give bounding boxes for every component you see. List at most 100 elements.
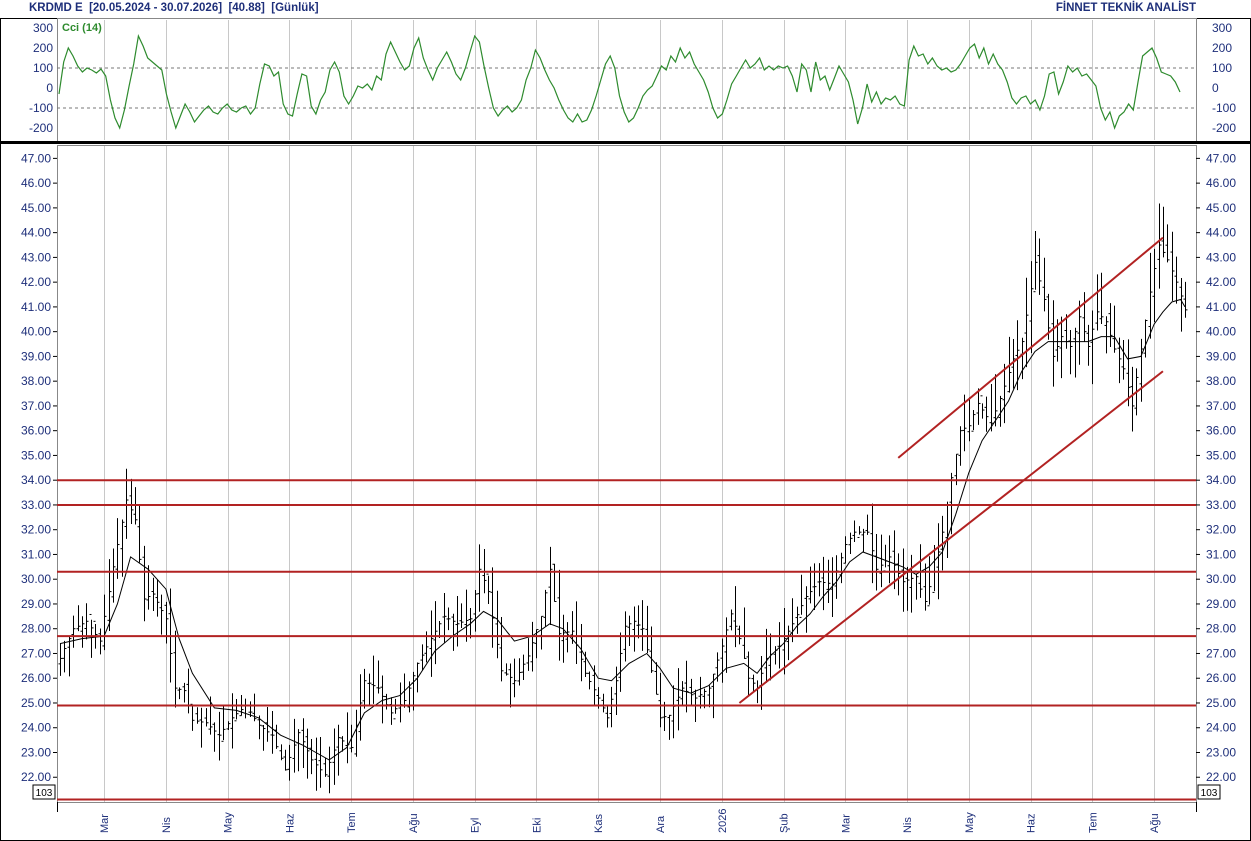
ohlc-bar — [914, 570, 919, 600]
ohlc-bar — [389, 697, 394, 725]
ohlc-bar — [234, 699, 239, 722]
ohlc-bar — [627, 615, 632, 646]
ohlc-bar — [226, 721, 231, 731]
ohlc-bar — [998, 395, 1003, 427]
price-tick-label-left: 25.00 — [21, 696, 51, 710]
ohlc-bar — [283, 749, 288, 771]
cci-tick-label-right: 300 — [1212, 21, 1232, 35]
price-tick-label-right: 26.00 — [1206, 671, 1236, 685]
ohlc-bar — [865, 514, 870, 535]
price-tick-label-right: 34.00 — [1206, 473, 1236, 487]
ohlc-bar — [782, 607, 787, 675]
price-tick-label-left: 37.00 — [21, 399, 51, 413]
price-tick-label-right: 43.00 — [1206, 250, 1236, 264]
trend-channel-lines — [738, 236, 1164, 704]
multiplier-text: 103 — [1201, 788, 1218, 799]
ohlc-bar — [504, 663, 509, 676]
price-tick-label-left: 28.00 — [21, 622, 51, 636]
ohlc-bar — [548, 546, 553, 625]
ohlc-bar — [530, 621, 535, 672]
ohlc-bar — [667, 714, 672, 740]
header-date-range: [20.05.2024 - 30.07.2026] — [89, 2, 223, 14]
ohlc-bar — [614, 666, 619, 716]
ohlc-bar — [486, 573, 491, 605]
ohlc-bar — [707, 685, 712, 708]
ohlc-bar — [93, 620, 98, 649]
ohlc-bar — [159, 594, 164, 635]
price-tick-label-left: 43.00 — [21, 250, 51, 264]
ohlc-bar — [292, 718, 297, 773]
price-tick-label-right: 37.00 — [1206, 399, 1236, 413]
x-axis-month-label: Ara — [655, 815, 667, 833]
ohlc-bar — [839, 552, 844, 584]
ohlc-bar — [195, 707, 200, 724]
price-tick-label-left: 41.00 — [21, 300, 51, 314]
price-tick-label-right: 42.00 — [1206, 275, 1236, 289]
ohlc-bar — [367, 673, 372, 706]
ohlc-bar — [552, 563, 557, 602]
cci-tick-label-left: 300 — [33, 21, 53, 35]
ohlc-bar — [821, 556, 826, 611]
multiplier-label-left: 103 — [32, 784, 56, 800]
header-symbol: KRDMD E — [29, 2, 83, 14]
price-tick-label-right: 25.00 — [1206, 696, 1236, 710]
ohlc-bar — [314, 737, 319, 791]
cci-tick-label-right: -100 — [1212, 101, 1236, 115]
multiplier-label-right: 103 — [1197, 784, 1221, 800]
ohlc-bar — [879, 534, 884, 588]
ohlc-bar — [574, 601, 579, 664]
ohlc-bar — [543, 589, 548, 627]
ohlc-bar — [429, 610, 434, 677]
ohlc-bar — [173, 630, 178, 708]
ohlc-bar — [1165, 224, 1170, 263]
support-resistance-levels — [57, 479, 1196, 801]
price-plot-border — [57, 145, 1197, 803]
price-tick-label-right: 41.00 — [1206, 300, 1236, 314]
ohlc-bar — [508, 663, 513, 708]
ohlc-bar — [190, 703, 195, 731]
ohlc-bar — [1143, 319, 1148, 358]
x-axis-month-label: Nis — [161, 817, 173, 833]
ohlc-bar — [433, 601, 438, 665]
price-tick-label-left: 46.00 — [21, 176, 51, 190]
ohlc-bar — [923, 563, 928, 611]
ohlc-bar — [1024, 277, 1029, 368]
ohlc-bar — [680, 681, 685, 707]
ohlc-bar — [318, 736, 323, 788]
price-tick-label-left: 29.00 — [21, 597, 51, 611]
x-axis-month-label: Ağu — [1149, 813, 1161, 833]
price-ohlc-bars — [58, 203, 1188, 794]
ohlc-bar — [662, 701, 667, 731]
ohlc-bar — [971, 409, 976, 432]
ohlc-bar — [248, 701, 253, 717]
ohlc-bar — [398, 682, 403, 723]
ohlc-bar — [1099, 272, 1104, 324]
price-tick-label-left: 39.00 — [21, 349, 51, 363]
x-axis-month-label: Haz — [284, 813, 296, 833]
cci-title: Cci (14) — [62, 22, 102, 34]
price-tick-label-left: 24.00 — [21, 721, 51, 735]
ohlc-bar — [1002, 363, 1007, 424]
ohlc-bar — [1183, 281, 1188, 318]
price-tick-label-left: 47.00 — [21, 151, 51, 165]
cci-panel: -200 -200 -100 -100 0 0 100 100 200 200 300 300 Cci… — [29, 20, 1236, 140]
price-tick-label-right: 44.00 — [1206, 226, 1236, 240]
ohlc-bar — [230, 693, 235, 749]
ohlc-bar — [751, 674, 756, 691]
price-tick-label-right: 22.00 — [1206, 770, 1236, 784]
ohlc-bar — [287, 744, 292, 781]
ohlc-bar — [89, 613, 94, 658]
price-tick-label-left: 27.00 — [21, 646, 51, 660]
ohlc-bar — [1104, 316, 1109, 354]
ohlc-bar — [1037, 238, 1042, 295]
ohlc-bar — [958, 426, 963, 466]
ohlc-bar — [177, 687, 182, 700]
ohlc-bar — [1082, 292, 1087, 342]
price-tick-label-right: 33.00 — [1206, 498, 1236, 512]
ohlc-bar — [526, 638, 531, 671]
cci-tick-label-left: -200 — [29, 121, 53, 135]
ohlc-bar — [817, 563, 822, 597]
price-tick-label-left: 34.00 — [21, 473, 51, 487]
x-axis-month-label: Nis — [902, 817, 914, 833]
price-tick-label-left: 33.00 — [21, 498, 51, 512]
